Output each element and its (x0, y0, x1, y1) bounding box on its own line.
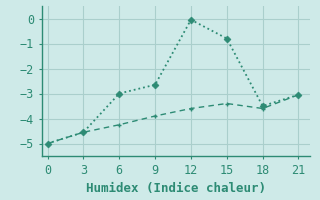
X-axis label: Humidex (Indice chaleur): Humidex (Indice chaleur) (86, 182, 266, 195)
